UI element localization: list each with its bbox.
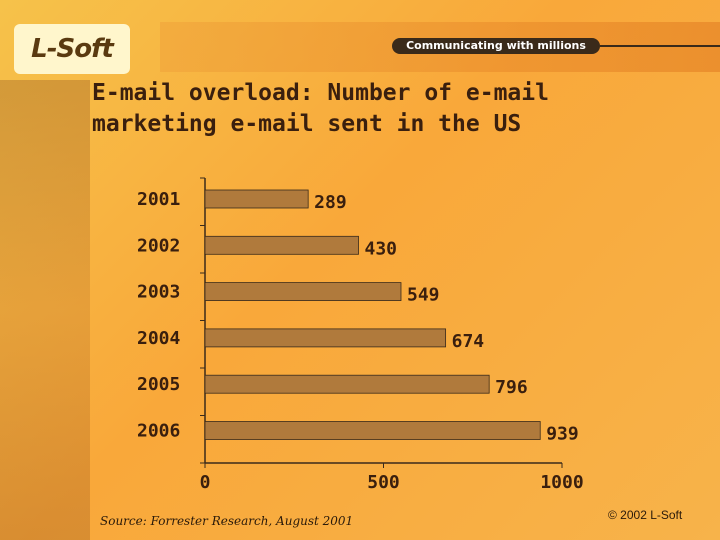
value-label-2002: 430 [365,238,398,259]
bar-2001 [204,189,309,209]
x-tick-label-1000: 1000 [540,472,583,493]
copyright-note: © 2002 L-Soft [608,508,683,522]
category-label-2006: 2006 [137,421,180,442]
logo-text: L-Soft [31,34,114,64]
value-label-2005: 796 [495,377,528,398]
category-label-2005: 2005 [137,374,180,395]
value-label-2001: 289 [314,192,347,213]
bar-2003 [204,282,402,302]
slide-title: E-mail overload: Number of e-mail market… [92,78,692,140]
bar-2005 [204,374,490,394]
bar-2006 [204,421,541,440]
logo: L-Soft [14,24,130,74]
bar-2004 [204,328,447,348]
value-label-2006: 939 [546,424,579,445]
x-tick-label-500: 500 [367,472,400,493]
category-label-2002: 2002 [137,235,180,256]
background-photo [0,80,90,540]
tagline-rule [600,45,720,47]
category-label-2004: 2004 [137,328,181,349]
value-label-2003: 549 [407,285,440,306]
slide-title-line-1: E-mail overload: Number of e-mail [92,80,549,106]
source-note: Source: Forrester Research, August 2001 [100,514,354,528]
category-label-2003: 2003 [137,282,180,303]
value-label-2004: 674 [452,331,485,352]
slide-title-line-2: marketing e-mail sent in the US [92,111,522,137]
category-label-2001: 2001 [137,189,180,210]
bar-2002 [204,235,359,255]
tagline: Communicating with millions [392,38,600,54]
x-tick-label-0: 0 [200,472,211,493]
